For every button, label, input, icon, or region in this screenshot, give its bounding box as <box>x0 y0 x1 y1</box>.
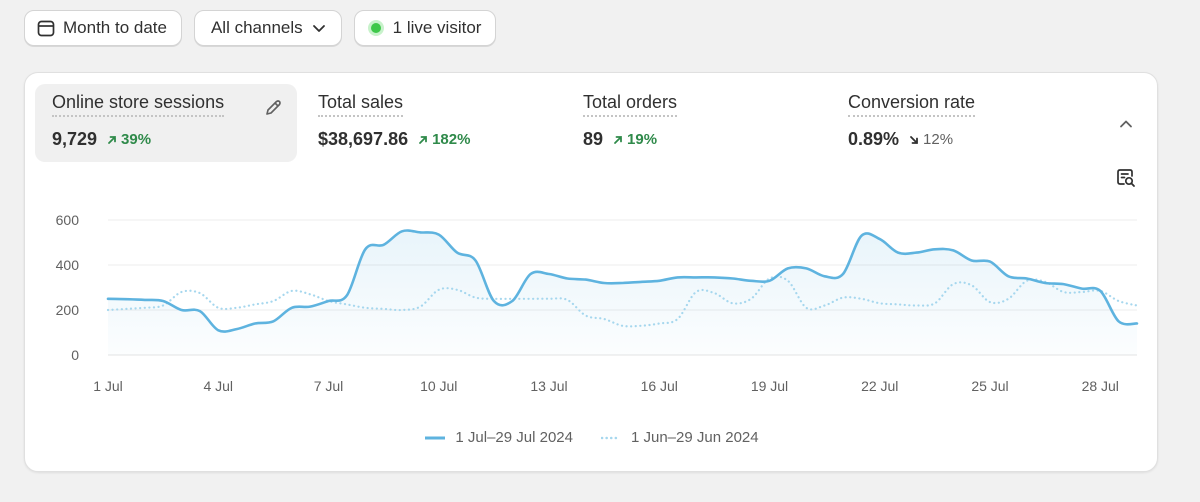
metric-label: Online store sessions <box>52 92 225 117</box>
y-tick-label: 0 <box>71 347 79 363</box>
x-tick-label: 4 Jul <box>203 378 233 394</box>
current-period-line <box>106 229 1139 333</box>
previous-period-line <box>106 275 1139 328</box>
metric-total-orders[interactable]: Total orders 89 19% <box>566 84 828 162</box>
metric-delta-value: 182% <box>432 131 471 148</box>
filter-bar: Month to date All channels 1 live visito… <box>24 10 497 46</box>
metric-label: Total sales <box>318 92 404 117</box>
chevron-up-icon[interactable] <box>1117 115 1135 133</box>
metric-label: Total orders <box>583 92 678 117</box>
arrow-up-right-icon <box>419 135 427 144</box>
dotted-line-swatch <box>600 436 621 439</box>
metric-label: Conversion rate <box>848 92 976 117</box>
metric-conversion-rate[interactable]: Conversion rate 0.89% 12% <box>831 84 1093 162</box>
legend-label: 1 Jul–29 Jul 2024 <box>455 429 573 446</box>
solid-line-swatch <box>425 436 446 439</box>
metric-value: 9,729 <box>52 129 98 149</box>
arrow-up-right-icon <box>614 135 622 144</box>
channels-label: All channels <box>210 18 303 37</box>
date-range-label: Month to date <box>63 18 167 37</box>
metric-delta-value: 12% <box>923 131 954 148</box>
metric-delta: 19% <box>613 131 657 148</box>
metric-delta: 39% <box>107 131 151 148</box>
y-tick-label: 400 <box>56 257 80 273</box>
metric-delta-value: 39% <box>121 131 152 148</box>
metric-online-store-sessions[interactable]: Online store sessions 9,729 39% <box>35 84 297 162</box>
arrow-down-right-icon <box>910 135 918 144</box>
chart-legend: 1 Jul–29 Jul 2024 1 Jun–29 Jun 2024 <box>25 429 1159 446</box>
x-tick-label: 7 Jul <box>314 378 344 394</box>
chevron-down-icon <box>312 25 325 32</box>
live-status-dot <box>370 23 381 33</box>
metric-delta: 182% <box>418 131 470 148</box>
date-range-button[interactable]: Month to date <box>24 10 182 46</box>
x-tick-label: 28 Jul <box>1082 378 1119 394</box>
legend-item-current[interactable]: 1 Jul–29 Jul 2024 <box>425 429 573 446</box>
x-tick-label: 13 Jul <box>530 378 567 394</box>
metric-total-sales[interactable]: Total sales $38,697.86 182% <box>301 84 563 162</box>
calendar-icon <box>37 20 55 37</box>
pencil-icon[interactable] <box>263 98 283 118</box>
x-tick-label: 19 Jul <box>751 378 788 394</box>
live-visitors-button[interactable]: 1 live visitor <box>353 10 497 46</box>
legend-item-previous[interactable]: 1 Jun–29 Jun 2024 <box>600 429 759 446</box>
x-tick-label: 10 Jul <box>420 378 457 394</box>
channels-dropdown[interactable]: All channels <box>193 10 342 46</box>
legend-label: 1 Jun–29 Jun 2024 <box>630 429 759 446</box>
sessions-chart: 0 200 400 600 1 Jul 4 Jul 7 Jul 10 Jul 13 Jul 16 … <box>56 212 1139 394</box>
x-tick-label: 1 Jul <box>93 378 123 394</box>
x-tick-label: 25 Jul <box>971 378 1008 394</box>
x-tick-label: 16 Jul <box>641 378 678 394</box>
metric-delta-value: 19% <box>627 131 658 148</box>
analytics-card: 0 200 400 600 1 Jul 4 Jul 7 Jul 10 Jul 13 Jul 16 … <box>24 72 1158 472</box>
arrow-up-right-icon <box>108 135 116 144</box>
metric-delta: 12% <box>909 131 953 148</box>
search-report-icon[interactable] <box>1115 167 1137 189</box>
metric-value: 89 <box>583 129 604 149</box>
y-tick-label: 600 <box>56 212 80 228</box>
y-tick-label: 200 <box>56 302 80 318</box>
metric-value: 0.89% <box>848 129 900 149</box>
metric-value: $38,697.86 <box>318 129 409 149</box>
x-tick-label: 22 Jul <box>861 378 898 394</box>
current-period-area <box>108 230 1137 355</box>
live-visitors-label: 1 live visitor <box>392 18 482 37</box>
